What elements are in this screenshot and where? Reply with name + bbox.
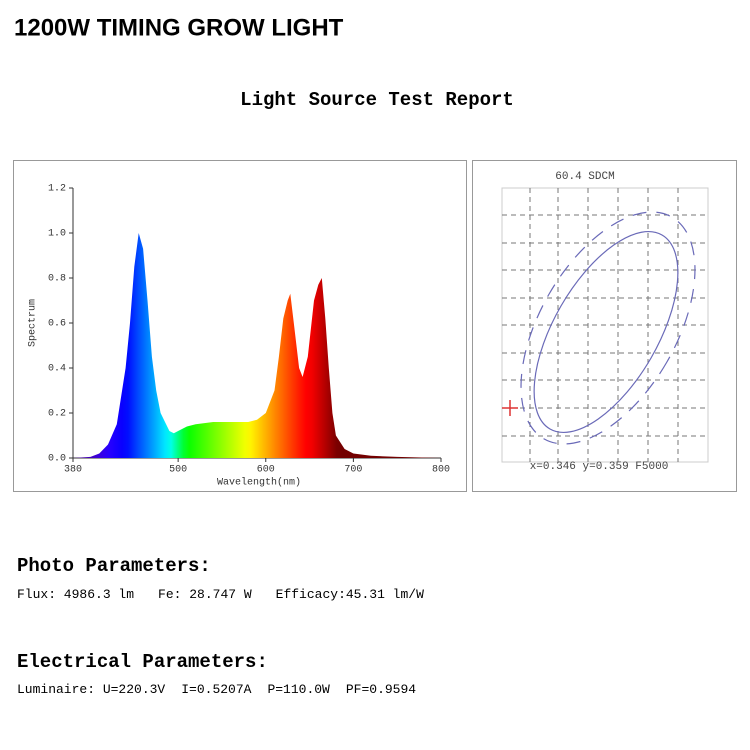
x-tick-label: 600 [257, 465, 275, 476]
y-tick-label: 0.2 [48, 409, 66, 420]
parameter: Flux: 4986.3 lm [17, 587, 134, 602]
y-tick-label: 0.0 [48, 454, 66, 465]
sdcm-frame [472, 160, 737, 492]
y-tick-label: 1.0 [48, 229, 66, 240]
electrical-line: Luminaire: U=220.3V I=0.5207A P=110.0W PF=0… [17, 682, 416, 697]
sdcm-ellipse [533, 230, 679, 434]
sdcm-title: 60.4 SDCM [555, 171, 614, 183]
product-title: 1200W TIMING GROW LIGHT [14, 14, 344, 41]
y-axis-label: Spectrum [28, 299, 39, 347]
electrical-heading: Electrical Parameters: [17, 651, 268, 673]
y-tick-label: 1.2 [48, 184, 66, 195]
parameter: I=0.5207A [181, 682, 251, 697]
target-marker [502, 400, 518, 416]
x-tick-label: 700 [344, 465, 362, 476]
parameter: PF=0.9594 [346, 682, 416, 697]
sdcm-footer: x=0.346 y=0.359 F5000 [530, 461, 669, 473]
x-axis-label: Wavelength(nm) [217, 477, 301, 489]
parameter: P=110.0W [267, 682, 330, 697]
spectrum-area [73, 233, 441, 458]
sdcm-diagram: 60.4 SDCM x=0.346 y=0.359 F5000 [501, 171, 709, 473]
sdcm-ellipse-outer [520, 211, 696, 445]
y-tick-label: 0.4 [48, 364, 66, 375]
parameter: Fe: 28.747 W [158, 587, 252, 602]
x-tick-label: 500 [169, 465, 187, 476]
y-tick-label: 0.6 [48, 319, 66, 330]
x-tick-label: 800 [432, 465, 450, 476]
y-tick-label: 0.8 [48, 274, 66, 285]
sdcm-grid [502, 188, 708, 462]
chart-frame [13, 160, 467, 492]
photo-line: Flux: 4986.3 lm Fe: 28.747 W Efficacy:45.3… [17, 587, 424, 602]
parameter: Efficacy:45.31 lm/W [276, 587, 424, 602]
report-title: Light Source Test Report [240, 89, 514, 111]
photo-heading: Photo Parameters: [17, 555, 211, 577]
parameter: Luminaire: U=220.3V [17, 682, 165, 697]
x-tick-label: 380 [64, 465, 82, 476]
